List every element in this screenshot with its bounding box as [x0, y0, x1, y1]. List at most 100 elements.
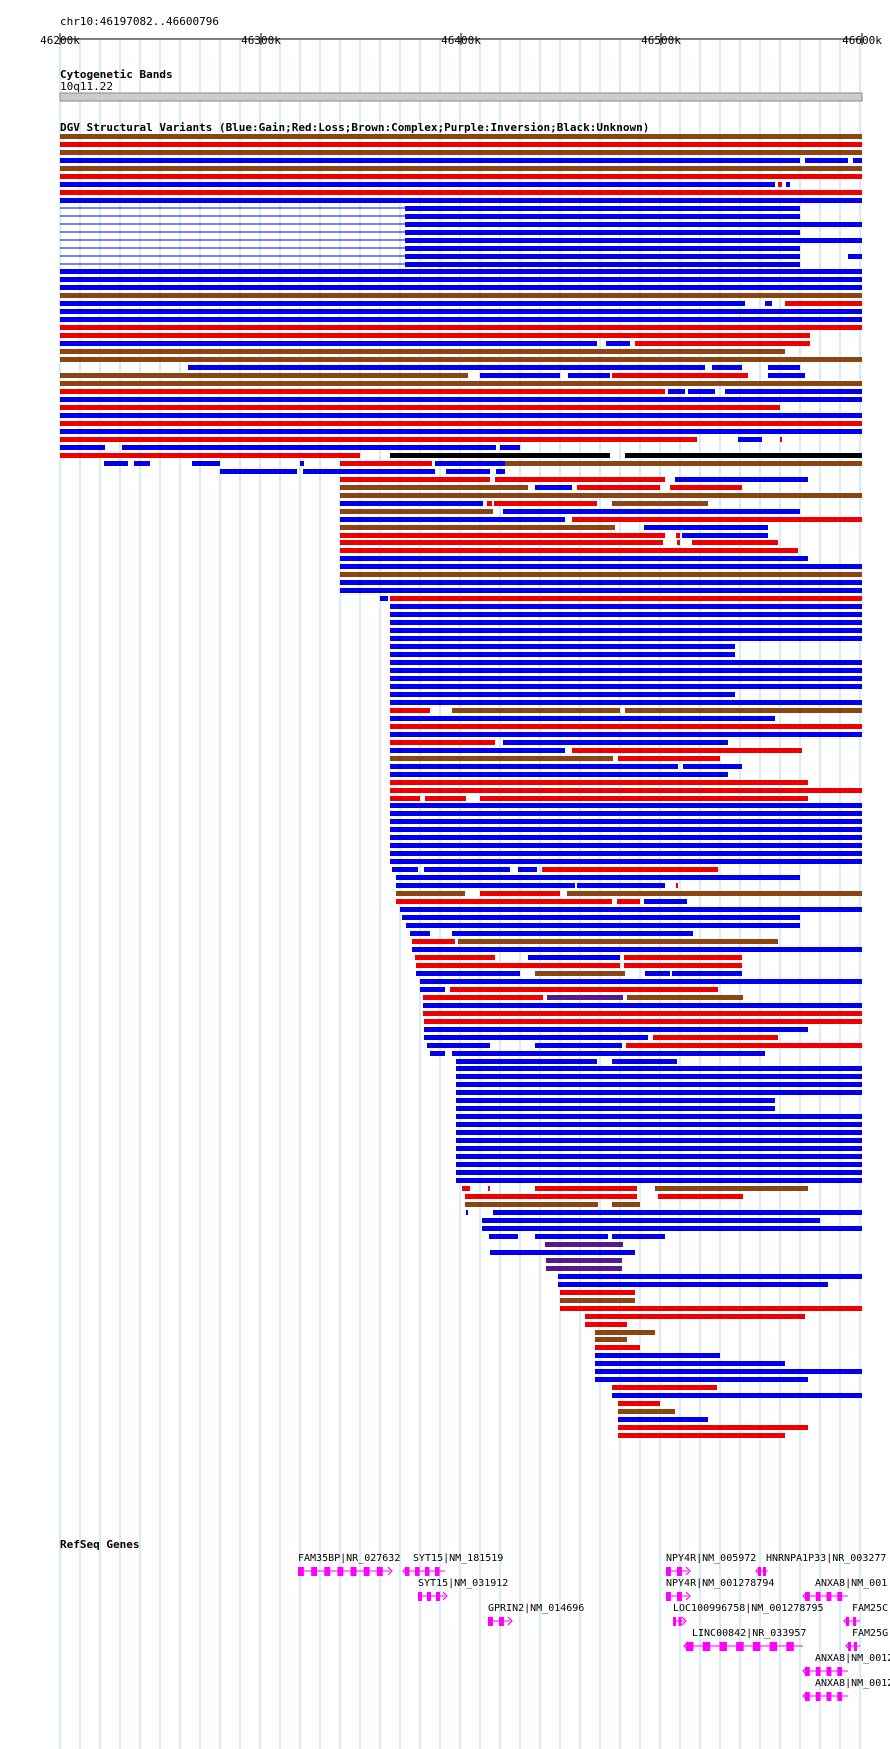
gene-model[interactable]: [802, 1666, 848, 1676]
variant-bar[interactable]: [390, 596, 862, 601]
variant-bar[interactable]: [420, 979, 862, 984]
variant-bar[interactable]: [780, 437, 782, 442]
variant-bar[interactable]: [683, 764, 742, 769]
variant-bar[interactable]: [618, 1409, 675, 1414]
variant-bar[interactable]: [452, 931, 693, 936]
variant-bar[interactable]: [424, 1027, 808, 1032]
variant-bar[interactable]: [60, 309, 862, 314]
variant-bar[interactable]: [624, 955, 742, 960]
variant-bar[interactable]: [618, 1425, 808, 1430]
gene-model[interactable]: [843, 1616, 860, 1626]
variant-bar[interactable]: [505, 461, 862, 466]
variant-bar[interactable]: [618, 1433, 785, 1438]
variant-bar[interactable]: [655, 1186, 808, 1191]
variant-bar[interactable]: [618, 1401, 660, 1406]
gene-model[interactable]: [298, 1566, 393, 1576]
variant-bar[interactable]: [220, 469, 297, 474]
variant-bar[interactable]: [489, 1234, 518, 1239]
gene-model[interactable]: [666, 1566, 691, 1576]
variant-bar[interactable]: [452, 708, 620, 713]
variant-bar[interactable]: [535, 971, 625, 976]
variant-bar[interactable]: [456, 1130, 862, 1135]
gene-model[interactable]: [755, 1566, 768, 1576]
variant-bar[interactable]: [390, 811, 862, 816]
variant-bar[interactable]: [405, 254, 800, 259]
variant-bar[interactable]: [340, 461, 432, 466]
variant-bar[interactable]: [658, 1194, 743, 1199]
variant-bar[interactable]: [340, 556, 808, 561]
variant-bar[interactable]: [685, 373, 748, 378]
variant-bar[interactable]: [60, 174, 862, 179]
variant-bar[interactable]: [390, 716, 775, 721]
variant-bar[interactable]: [300, 461, 304, 466]
variant-bar[interactable]: [618, 756, 720, 761]
variant-bar[interactable]: [60, 389, 665, 394]
variant-bar[interactable]: [390, 612, 862, 617]
variant-bar[interactable]: [542, 867, 718, 872]
variant-bar[interactable]: [456, 1106, 775, 1111]
variant-bar[interactable]: [340, 477, 490, 482]
variant-bar[interactable]: [487, 501, 492, 506]
variant-bar[interactable]: [456, 1170, 862, 1175]
variant-bar[interactable]: [612, 1393, 862, 1398]
variant-bar[interactable]: [494, 501, 597, 506]
variant-bar[interactable]: [653, 1035, 778, 1040]
variant-bar[interactable]: [560, 1290, 635, 1295]
variant-bar[interactable]: [60, 405, 780, 410]
variant-bar[interactable]: [528, 955, 620, 960]
variant-bar[interactable]: [595, 1377, 808, 1382]
variant-bar[interactable]: [688, 389, 715, 394]
variant-bar[interactable]: [406, 923, 800, 928]
variant-bar[interactable]: [390, 772, 728, 777]
variant-bar[interactable]: [568, 373, 610, 378]
variant-bar[interactable]: [415, 955, 495, 960]
variant-bar[interactable]: [390, 620, 862, 625]
variant-bar[interactable]: [390, 756, 613, 761]
variant-bar[interactable]: [134, 461, 150, 466]
gene-model[interactable]: [418, 1591, 448, 1601]
variant-bar[interactable]: [450, 987, 718, 992]
variant-bar[interactable]: [390, 732, 862, 737]
variant-bar[interactable]: [627, 995, 743, 1000]
variant-bar[interactable]: [423, 1011, 862, 1016]
variant-bar[interactable]: [577, 485, 660, 490]
variant-bar[interactable]: [340, 485, 528, 490]
variant-bar[interactable]: [458, 939, 778, 944]
variant-bar[interactable]: [390, 843, 862, 848]
variant-bar[interactable]: [595, 1337, 627, 1342]
variant-bar[interactable]: [635, 341, 705, 346]
variant-bar[interactable]: [435, 461, 505, 466]
gene-model[interactable]: [802, 1691, 848, 1701]
variant-bar[interactable]: [396, 891, 465, 896]
variant-bar[interactable]: [452, 1051, 765, 1056]
gene-model[interactable]: [673, 1616, 687, 1626]
variant-bar[interactable]: [785, 301, 795, 306]
variant-bar[interactable]: [340, 564, 862, 569]
variant-bar[interactable]: [340, 517, 565, 522]
variant-bar[interactable]: [60, 373, 468, 378]
variant-bar[interactable]: [60, 349, 785, 354]
variant-bar[interactable]: [340, 509, 493, 514]
variant-bar[interactable]: [682, 533, 768, 538]
variant-bar[interactable]: [585, 1322, 627, 1327]
variant-bar[interactable]: [390, 628, 862, 633]
variant-bar[interactable]: [456, 1090, 862, 1095]
variant-bar[interactable]: [546, 1258, 622, 1263]
variant-bar[interactable]: [60, 150, 862, 155]
variant-bar[interactable]: [768, 373, 805, 378]
variant-bar[interactable]: [60, 445, 105, 450]
variant-bar[interactable]: [60, 134, 862, 139]
variant-bar[interactable]: [495, 477, 665, 482]
variant-bar[interactable]: [340, 493, 862, 498]
variant-bar[interactable]: [60, 413, 862, 418]
variant-bar[interactable]: [456, 1122, 862, 1127]
variant-bar[interactable]: [558, 1274, 862, 1279]
variant-bar[interactable]: [496, 469, 505, 474]
variant-bar[interactable]: [456, 1074, 862, 1079]
variant-bar[interactable]: [405, 238, 862, 243]
variant-bar[interactable]: [853, 158, 862, 163]
variant-bar[interactable]: [390, 668, 862, 673]
variant-bar[interactable]: [645, 971, 670, 976]
variant-bar[interactable]: [405, 222, 862, 227]
variant-bar[interactable]: [595, 1345, 640, 1350]
